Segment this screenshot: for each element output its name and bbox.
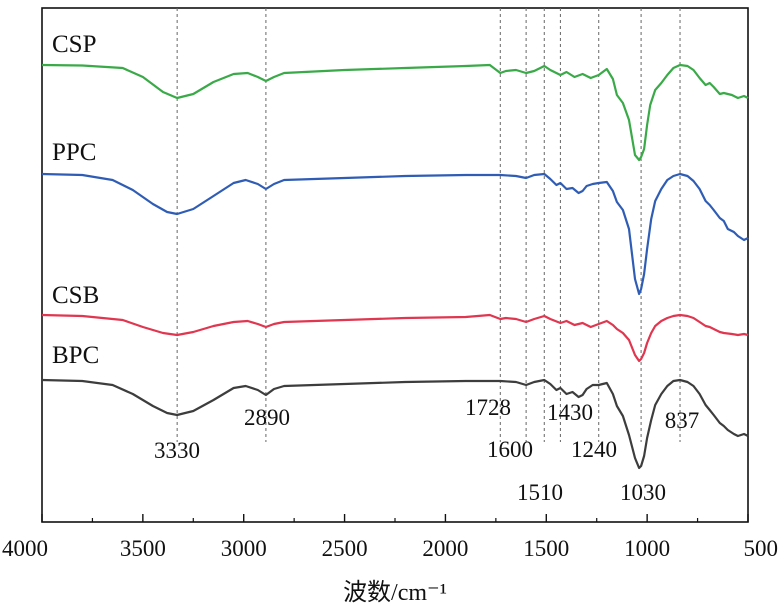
series-label-bpc: BPC: [52, 342, 99, 369]
x-tick-label-500: 500: [744, 536, 779, 561]
peak-label-3330: 3330: [154, 438, 200, 463]
peak-label-1728: 1728: [465, 395, 511, 420]
series-labels: CSP PPC CSB BPC: [52, 31, 99, 369]
x-tick-label-3000: 3000: [221, 536, 267, 561]
peak-label-1600: 1600: [487, 437, 533, 462]
peak-label-837: 837: [665, 408, 700, 433]
x-tick-label-1000: 1000: [624, 536, 670, 561]
peak-label-1030: 1030: [620, 480, 666, 505]
x-tick-label-1500: 1500: [523, 536, 569, 561]
series-label-ppc: PPC: [52, 139, 96, 166]
series-layer: [41, 63, 749, 470]
x-axis: 4000 3500 3000 2500 2000 1500 1000 500: [2, 514, 778, 561]
plot-frame: [41, 7, 749, 523]
series-label-csb: CSB: [52, 282, 99, 309]
peak-label-1510: 1510: [517, 480, 563, 505]
x-tick-label-4000: 4000: [2, 536, 48, 561]
peak-label-1430: 1430: [547, 400, 593, 425]
x-tick-label-2000: 2000: [422, 536, 468, 561]
x-tick-label-3500: 3500: [120, 536, 166, 561]
x-axis-title: 波数/cm⁻¹: [343, 579, 447, 606]
x-tick-label-2500: 2500: [322, 536, 368, 561]
reference-lines: [176, 8, 681, 442]
series-line-ppc: [41, 172, 749, 296]
series-line-csp: [41, 63, 749, 162]
series-label-csp: CSP: [52, 31, 96, 58]
series-line-bpc: [41, 378, 749, 470]
series-line-csb: [41, 313, 749, 363]
peak-label-1240: 1240: [571, 437, 617, 462]
peak-label-2890: 2890: [244, 405, 290, 430]
